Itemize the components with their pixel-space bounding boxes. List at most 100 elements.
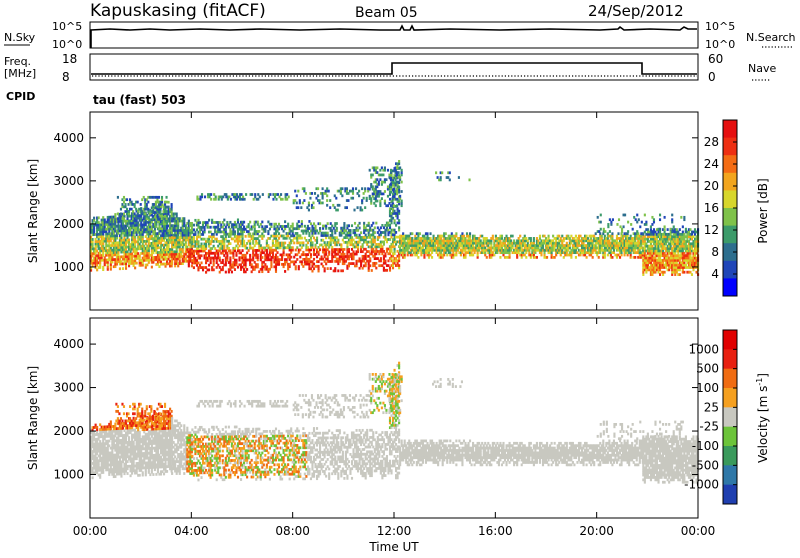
power-echo-cell-4686: [134, 213, 136, 216]
power-echo-cell-4820: [245, 193, 247, 196]
power-echo-cell-1030: [171, 231, 173, 234]
power-echo-cell-2698: [390, 231, 392, 234]
power-echo-cell-4587: [692, 268, 694, 271]
power-echo-cell-4876: [311, 204, 313, 207]
power-echo-cell-1691: [245, 235, 247, 238]
power-echo-cell-4722: [147, 201, 149, 204]
power-echo-cell-1129: [179, 217, 181, 220]
power-echo-cell-4868: [305, 192, 307, 195]
power-echo-cell-3626: [558, 235, 560, 238]
power-echo-cell-3070: [442, 256, 444, 259]
power-echo-cell-1842: [266, 225, 268, 228]
power-echo-cell-1780: [257, 221, 259, 224]
power-echo-cell-2041: [296, 258, 298, 261]
power-echo-cell-101: [99, 264, 101, 267]
power-echo-cell-2683: [389, 193, 391, 196]
power-echo-cell-4298: [664, 231, 666, 234]
power-echo-cell-2212: [322, 227, 324, 230]
power-echo-cell-2340: [342, 269, 344, 272]
power-echo-cell-1402: [210, 259, 212, 262]
power-echo-cell-4961: [369, 188, 371, 191]
power-echo-cell-47: [93, 217, 95, 220]
power-echo-cell-186: [107, 263, 109, 266]
power-echo-cell-25: [92, 243, 94, 246]
power-echo-cell-3088: [445, 251, 447, 254]
power-echo-cell-1430: [213, 240, 215, 243]
power-echo-cell-3902: [616, 239, 618, 242]
power-echo-cell-3876: [611, 256, 613, 259]
power-echo-cell-4182: [654, 271, 656, 274]
power-echo-cell-2236: [325, 227, 327, 230]
power-echo-cell-3935: [622, 237, 624, 240]
power-echo-cell-4673: [127, 203, 129, 206]
power-echo-cell-4937: [352, 187, 354, 190]
power-echo-cell-4851: [293, 202, 295, 205]
power-echo-cell-1094: [176, 215, 178, 218]
power-echo-cell-3227: [469, 232, 471, 235]
power-echo-cell-4871: [308, 204, 310, 207]
power-echo-cell-2011: [290, 242, 292, 245]
power-echo-cell-3489: [528, 251, 530, 254]
power-echo-cell-1373: [205, 245, 207, 248]
power-echo-cell-3633: [560, 237, 562, 240]
power-echo-cell-4964: [370, 200, 372, 203]
power-echo-cell-1772: [257, 256, 259, 259]
power-echo-cell-2464: [359, 227, 361, 230]
power-echo-cell-1333: [200, 254, 202, 257]
power-echo-cell-2309: [336, 229, 338, 232]
power-echo-cell-1132: [180, 253, 182, 256]
power-echo-cell-1367: [205, 261, 207, 264]
power-echo-cell-4292: [664, 245, 666, 248]
power-echo-cell-4794: [222, 196, 224, 199]
power-echo-cell-4450: [679, 268, 681, 271]
power-echo-cell-4038: [640, 244, 642, 247]
power-echo-cell-4770: [165, 196, 167, 199]
power-echo-cell-1945: [281, 256, 283, 259]
power-echo-cell-100: [99, 266, 101, 269]
power-echo-cell-4808: [236, 198, 238, 201]
power-echo-cell-1223: [189, 257, 191, 260]
power-echo-cell-1861: [269, 228, 271, 231]
power-echo-cell-963: [168, 243, 170, 246]
power-echo-cell-4824: [254, 196, 256, 199]
power-echo-cell-2531: [368, 222, 370, 225]
power-echo-cell-2214: [324, 270, 326, 273]
power-echo-cell-4299: [664, 228, 666, 231]
power-echo-cell-4572: [689, 228, 691, 231]
power-echo-cell-1684: [245, 263, 247, 266]
power-echo-cell-1697: [246, 242, 248, 245]
power-echo-cell-1681: [243, 221, 245, 224]
power-echo-cell-1851: [267, 232, 269, 235]
power-echo-cell-4833: [269, 193, 271, 196]
power-echo-cell-4580: [691, 247, 693, 250]
power-echo-cell-4141: [650, 242, 652, 245]
power-echo-cell-1786: [258, 240, 260, 243]
nave-right-tick-bottom: 0: [708, 70, 716, 84]
power-echo-cell-4825: [254, 193, 256, 196]
power-echo-cell-1973: [284, 220, 286, 223]
power-echo-cell-3662: [567, 249, 569, 252]
power-echo-cell-4880: [314, 192, 316, 195]
power-echo-cell-4903: [328, 190, 330, 193]
power-echo-cell-2153: [313, 267, 315, 270]
power-echo-cell-4906: [332, 204, 334, 207]
power-echo-cell-1678: [243, 230, 245, 233]
power-echo-cell-4682: [132, 215, 134, 218]
power-echo-cell-4358: [671, 273, 673, 276]
power-echo-cell-1388: [208, 264, 210, 267]
power-echo-cell-3370: [501, 237, 503, 240]
power-echo-cell-1143: [182, 262, 184, 265]
power-echo-cell-3598: [552, 239, 554, 242]
power-echo-cell-3490: [528, 249, 530, 252]
power-echo-cell-2310: [336, 227, 338, 230]
station-title: Kapuskasing (fitACF): [90, 1, 266, 21]
power-echo-cell-3328: [492, 237, 494, 240]
power-echo-cell-3477: [525, 251, 527, 254]
power-echo-cell-4250: [659, 231, 661, 234]
power-echo-cell-4939: [355, 187, 357, 190]
power-echo-cell-2075: [301, 237, 303, 240]
power-echo-cell-3130: [452, 256, 454, 259]
power-echo-cell-4935: [352, 192, 354, 195]
power-echo-cell-3494: [530, 256, 532, 259]
power-echo-cell-4948: [361, 199, 363, 202]
